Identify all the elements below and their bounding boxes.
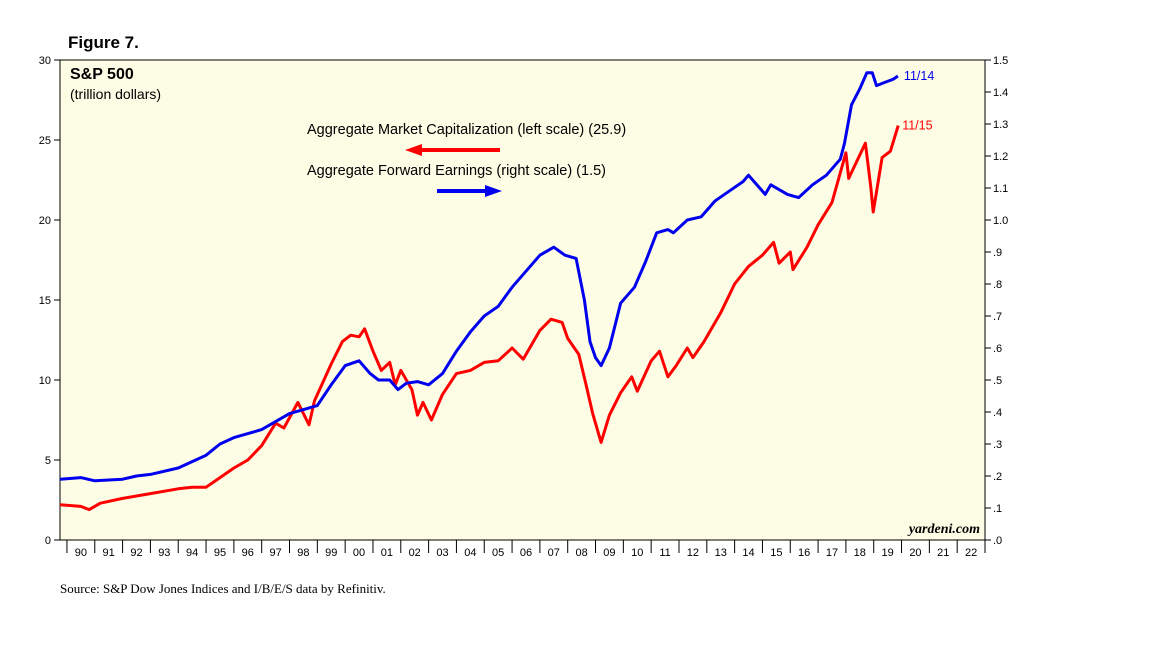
- x-tick-label: 91: [103, 547, 115, 559]
- left-tick-label: 20: [39, 215, 51, 227]
- right-tick-label: 1.0: [993, 215, 1008, 227]
- x-tick-label: 17: [826, 547, 838, 559]
- x-tick-label: 95: [214, 547, 226, 559]
- right-tick-label: .7: [993, 311, 1002, 323]
- chart-subtitle: (trillion dollars): [70, 86, 161, 102]
- x-tick-label: 92: [130, 547, 142, 559]
- right-tick-label: .6: [993, 343, 1002, 355]
- legend-earnings-label: Aggregate Forward Earnings (right scale)…: [307, 163, 606, 179]
- right-axis: .0 .1 .2 .3 .4 .5 .6 .7 .8 .9 1.0 1.1 1.2 1.3 1.4 1.5: [985, 55, 1008, 547]
- end-label-forward-earnings: 11/14: [904, 69, 934, 83]
- legend: Aggregate Market Capitalization (left sc…: [307, 122, 626, 197]
- left-tick-label: 30: [39, 55, 51, 67]
- chart-title: S&P 500: [70, 66, 134, 83]
- right-tick-label: .1: [993, 503, 1002, 515]
- series-line-market-cap: [59, 125, 900, 512]
- right-tick-label: 1.3: [993, 119, 1008, 131]
- legend-market-cap-label: Aggregate Market Capitalization (left sc…: [307, 122, 626, 138]
- left-tick-label: 25: [39, 135, 51, 147]
- right-tick-label: .0: [993, 535, 1002, 547]
- right-tick-label: .2: [993, 471, 1002, 483]
- x-tick-label: 14: [742, 547, 754, 559]
- x-tick-label: 09: [603, 547, 615, 559]
- right-tick-label: .4: [993, 407, 1002, 419]
- x-tick-label: 19: [882, 547, 894, 559]
- end-label-market-cap: 11/15: [902, 119, 932, 133]
- right-tick-label: .9: [993, 247, 1002, 259]
- x-tick-label: 94: [186, 547, 198, 559]
- right-tick-label: 1.1: [993, 183, 1008, 195]
- x-tick-label: 07: [548, 547, 560, 559]
- right-tick-label: .3: [993, 439, 1002, 451]
- right-tick-label: 1.5: [993, 55, 1008, 67]
- left-tick-label: 15: [39, 295, 51, 307]
- x-tick-label: 12: [687, 547, 699, 559]
- x-tick-label: 00: [353, 547, 365, 559]
- left-tick-label: 10: [39, 375, 51, 387]
- left-tick-label: 5: [45, 455, 51, 467]
- x-tick-label: 15: [770, 547, 782, 559]
- left-tick-label: 0: [45, 535, 51, 547]
- x-tick-label: 10: [631, 547, 643, 559]
- x-tick-label: 08: [575, 547, 587, 559]
- left-axis: 0 5 10 15 20 25 30: [39, 55, 60, 547]
- x-tick-label: 05: [492, 547, 504, 559]
- plot-area: [59, 59, 986, 541]
- x-tick-label: 97: [269, 547, 281, 559]
- x-tick-label: 06: [520, 547, 532, 559]
- legend-earnings-arrow: [437, 185, 502, 197]
- x-tick-label: 01: [381, 547, 393, 559]
- right-tick-label: 1.4: [993, 87, 1008, 99]
- figure-label: Figure 7.: [68, 33, 139, 52]
- x-tick-label: 04: [464, 547, 476, 559]
- source-note: Source: S&P Dow Jones Indices and I/B/E/…: [60, 581, 386, 596]
- x-tick-label: 98: [297, 547, 309, 559]
- right-tick-label: .5: [993, 375, 1002, 387]
- x-tick-label: 18: [854, 547, 866, 559]
- x-tick-label: 93: [158, 547, 170, 559]
- x-tick-label: 03: [436, 547, 448, 559]
- x-tick-label: 21: [937, 547, 949, 559]
- right-tick-label: 1.2: [993, 151, 1008, 163]
- x-tick-label: 16: [798, 547, 810, 559]
- x-tick-label: 20: [909, 547, 921, 559]
- x-tick-label: 02: [409, 547, 421, 559]
- x-tick-label: 13: [715, 547, 727, 559]
- x-tick-label: 90: [75, 547, 87, 559]
- x-axis: 90 91 92 93 94 95 96 97 98 99 00 01 02 03 04 05 06 07 08 09…: [66, 540, 986, 559]
- x-tick-label: 96: [242, 547, 254, 559]
- x-tick-label: 22: [965, 547, 977, 559]
- x-tick-label: 11: [659, 547, 670, 559]
- series-line-forward-earnings: [59, 71, 899, 483]
- x-tick-label: 99: [325, 547, 337, 559]
- credit: yardeni.com: [907, 522, 980, 537]
- legend-market-cap-arrow: [405, 144, 500, 156]
- right-tick-label: .8: [993, 279, 1002, 291]
